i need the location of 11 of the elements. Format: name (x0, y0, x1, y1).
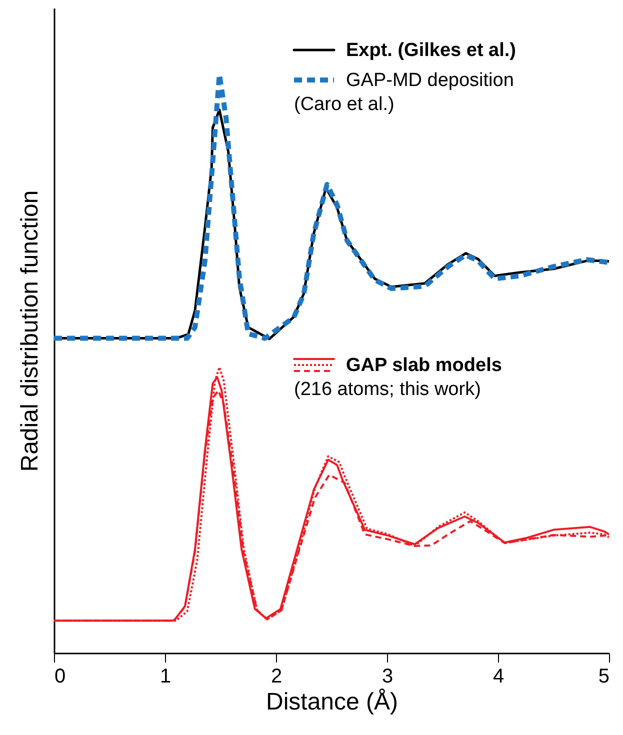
legend-label: GAP-MD deposition (Caro et al.) (294, 70, 514, 115)
x-tick-label: 2 (270, 666, 282, 688)
x-axis-title: Distance (Å) (266, 688, 398, 716)
x-tick-label: 5 (598, 666, 610, 688)
y-axis-title: Radial distribution function (16, 190, 44, 472)
x-tick-label: 3 (382, 666, 394, 688)
legend-label: Expt. (Gilkes et al.) (346, 40, 516, 61)
x-tick-label: 0 (54, 666, 66, 688)
x-tick-label: 4 (492, 666, 504, 688)
x-tick-label: 1 (160, 666, 172, 688)
legend-label: GAP slab models (216 atoms; this work) (294, 355, 502, 400)
